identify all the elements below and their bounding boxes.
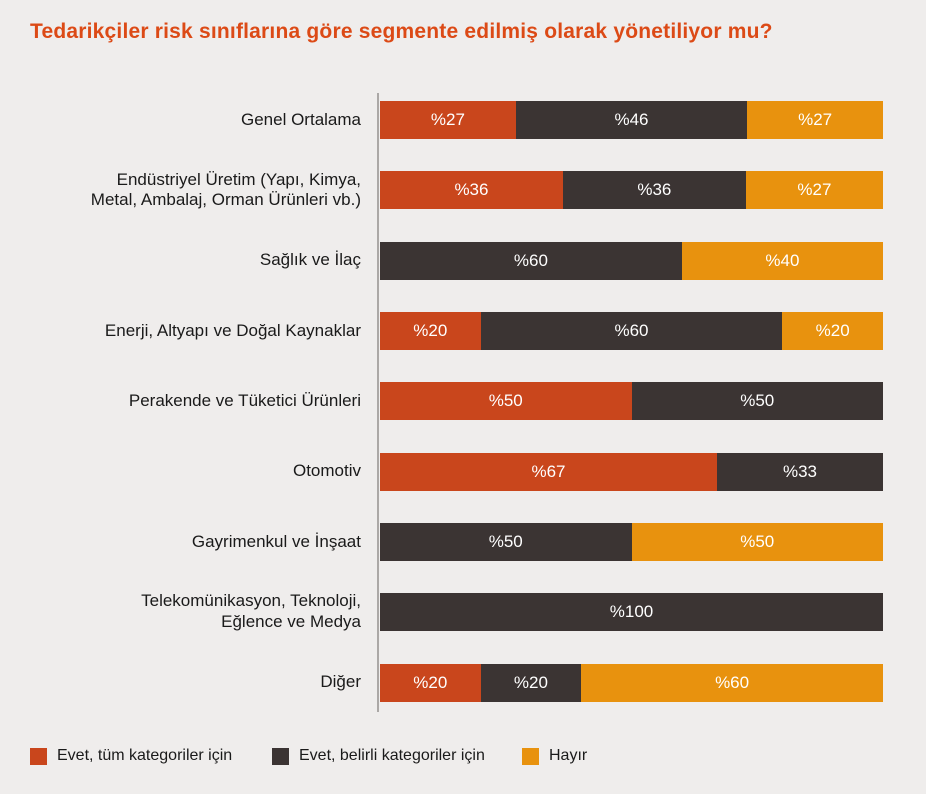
chart-row: Gayrimenkul ve İnşaat %50 %50 xyxy=(0,507,926,577)
bar-segment-no: %27 xyxy=(745,171,883,210)
chart-row: Otomotiv %67 %33 xyxy=(0,436,926,506)
chart-row: Perakende ve Tüketici Ürünleri %50 %50 xyxy=(0,366,926,436)
bar-value-label: %33 xyxy=(782,461,818,481)
category-label: Genel Ortalama xyxy=(241,109,361,129)
bar-segment-yes-all: %50 xyxy=(380,382,632,421)
category-label: Diğer xyxy=(320,672,361,692)
bar-value-label: %20 xyxy=(513,672,548,692)
bar-stack: %36 %36 %27 xyxy=(380,171,883,210)
category-label: Endüstriyel Üretim (Yapı, Kimya, Metal, … xyxy=(90,169,361,210)
bar-segment-no: %20 xyxy=(782,312,883,351)
legend-item-yes-all: Evet, tüm kategoriler için xyxy=(30,747,272,765)
bar-value-label: %50 xyxy=(488,531,523,551)
bar-value-label: %20 xyxy=(815,321,850,341)
bar-value-label: %50 xyxy=(488,391,523,411)
bar-value-label: %27 xyxy=(798,110,833,130)
chart-row: Sağlık ve İlaç %60 %40 xyxy=(0,226,926,296)
bar-segment-yes-some: %50 xyxy=(631,382,883,421)
bar-stack: %50 %50 xyxy=(380,382,883,421)
bar-segment-yes-all: %20 xyxy=(380,663,481,702)
bar-segment-yes-some: %50 xyxy=(380,522,632,561)
chart-row: Diğer %20 %20 %60 xyxy=(0,647,926,717)
bar-stack: %27 %46 %27 xyxy=(380,101,883,140)
bar-stack: %20 %60 %20 xyxy=(380,312,883,351)
bar-value-label: %20 xyxy=(413,672,448,692)
category-label: Telekomünikasyon, Teknoloji, Eğlence ve … xyxy=(141,591,361,632)
bar-value-label: %20 xyxy=(413,321,448,341)
bar-value-label: %36 xyxy=(454,180,489,200)
bar-segment-yes-all: %36 xyxy=(380,171,563,210)
category-label: Perakende ve Tüketici Ürünleri xyxy=(128,390,361,410)
chart-row: Endüstriyel Üretim (Yapı, Kimya, Metal, … xyxy=(0,155,926,225)
bar-value-label: %50 xyxy=(740,531,775,551)
category-label: Enerji, Altyapı ve Doğal Kaynaklar xyxy=(104,320,361,340)
legend: Evet, tüm kategoriler için Evet, belirli… xyxy=(30,747,587,765)
bar-segment-no: %27 xyxy=(747,101,883,140)
category-label: Otomotiv xyxy=(292,461,361,481)
bar-value-label: %60 xyxy=(614,321,649,341)
chart-row: Genel Ortalama %27 %46 %27 xyxy=(0,85,926,155)
bar-value-label: %100 xyxy=(609,602,654,622)
bar-value-label: %27 xyxy=(797,180,832,200)
legend-label: Hayır xyxy=(549,747,588,764)
legend-swatch-yes-some xyxy=(272,747,289,765)
bar-segment-yes-some: %60 xyxy=(480,312,783,351)
axis-line xyxy=(377,93,379,712)
category-label: Gayrimenkul ve İnşaat xyxy=(191,531,361,551)
bar-stack: %20 %20 %60 xyxy=(380,663,883,702)
legend-item-no: Hayır xyxy=(522,747,587,765)
bar-segment-yes-some: %100 xyxy=(380,593,883,632)
legend-label: Evet, tüm kategoriler için xyxy=(57,747,233,764)
category-label: Sağlık ve İlaç xyxy=(259,250,361,270)
bar-segment-yes-all: %27 xyxy=(380,101,516,140)
bar-value-label: %27 xyxy=(430,110,465,130)
bar-stack: %100 xyxy=(380,593,883,632)
chart-row: Telekomünikasyon, Teknoloji, Eğlence ve … xyxy=(0,577,926,647)
bar-segment-no: %40 xyxy=(681,241,883,280)
bar-stack: %67 %33 xyxy=(380,452,883,491)
legend-swatch-yes-all xyxy=(30,747,47,765)
bar-segment-no: %60 xyxy=(581,663,883,702)
bar-value-label: %60 xyxy=(513,250,548,270)
bar-value-label: %36 xyxy=(637,180,672,200)
bar-segment-yes-some: %60 xyxy=(380,241,682,280)
bar-value-label: %46 xyxy=(614,110,649,130)
legend-label: Evet, belirli kategoriler için xyxy=(299,747,485,764)
bar-value-label: %60 xyxy=(715,672,750,692)
legend-item-yes-some: Evet, belirli kategoriler için xyxy=(272,747,522,765)
bar-segment-yes-some: %36 xyxy=(562,171,746,210)
chart-rows: Genel Ortalama %27 %46 %27 Endüstriyel Üreti… xyxy=(0,85,926,718)
chart-title: Tedarikçiler risk sınıflarına göre segme… xyxy=(30,20,773,43)
bar-segment-yes-all: %67 xyxy=(380,452,718,491)
bar-segment-yes-some: %20 xyxy=(480,663,582,702)
bar-value-label: %67 xyxy=(531,461,566,481)
stacked-bar-chart: Genel Ortalama %27 %46 %27 Endüstriyel Üreti… xyxy=(0,85,926,725)
chart-row: Enerji, Altyapı ve Doğal Kaynaklar %20 %60… xyxy=(0,296,926,366)
bar-segment-no: %50 xyxy=(631,522,883,561)
bar-value-label: %50 xyxy=(740,391,775,411)
bar-segment-yes-some: %46 xyxy=(515,101,748,140)
bar-segment-yes-all: %20 xyxy=(380,312,481,351)
bar-stack: %50 %50 xyxy=(380,522,883,561)
legend-swatch-no xyxy=(522,747,539,765)
bar-stack: %60 %40 xyxy=(380,241,883,280)
bar-segment-yes-some: %33 xyxy=(717,452,883,491)
bar-value-label: %40 xyxy=(765,250,800,270)
